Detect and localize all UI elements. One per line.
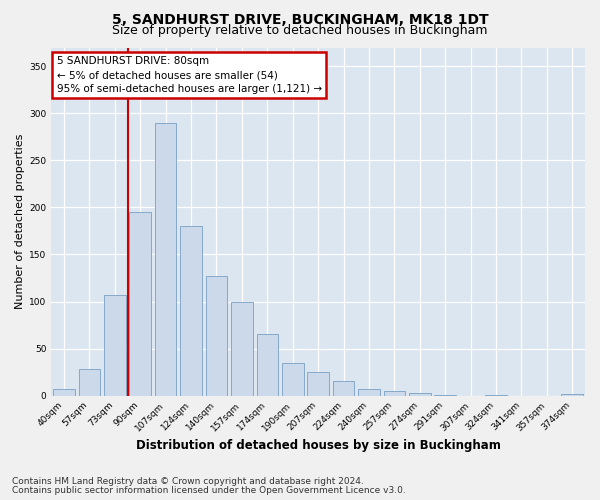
Bar xyxy=(307,372,329,396)
Bar xyxy=(562,394,583,396)
Text: Contains public sector information licensed under the Open Government Licence v3: Contains public sector information licen… xyxy=(12,486,406,495)
Text: 5 SANDHURST DRIVE: 80sqm
← 5% of detached houses are smaller (54)
95% of semi-de: 5 SANDHURST DRIVE: 80sqm ← 5% of detache… xyxy=(56,56,322,94)
Text: Size of property relative to detached houses in Buckingham: Size of property relative to detached ho… xyxy=(112,24,488,37)
Bar xyxy=(53,389,75,396)
Bar xyxy=(434,394,456,396)
Bar xyxy=(130,212,151,396)
X-axis label: Distribution of detached houses by size in Buckingham: Distribution of detached houses by size … xyxy=(136,440,500,452)
Bar xyxy=(333,382,355,396)
Bar xyxy=(485,394,507,396)
Bar xyxy=(79,370,100,396)
Bar xyxy=(409,393,431,396)
Bar xyxy=(180,226,202,396)
Text: 5, SANDHURST DRIVE, BUCKINGHAM, MK18 1DT: 5, SANDHURST DRIVE, BUCKINGHAM, MK18 1DT xyxy=(112,12,488,26)
Bar xyxy=(231,302,253,396)
Bar xyxy=(104,295,125,396)
Bar xyxy=(358,389,380,396)
Bar xyxy=(155,123,176,396)
Text: Contains HM Land Registry data © Crown copyright and database right 2024.: Contains HM Land Registry data © Crown c… xyxy=(12,477,364,486)
Bar xyxy=(282,362,304,396)
Bar xyxy=(257,334,278,396)
Y-axis label: Number of detached properties: Number of detached properties xyxy=(15,134,25,309)
Bar xyxy=(383,391,405,396)
Bar xyxy=(206,276,227,396)
